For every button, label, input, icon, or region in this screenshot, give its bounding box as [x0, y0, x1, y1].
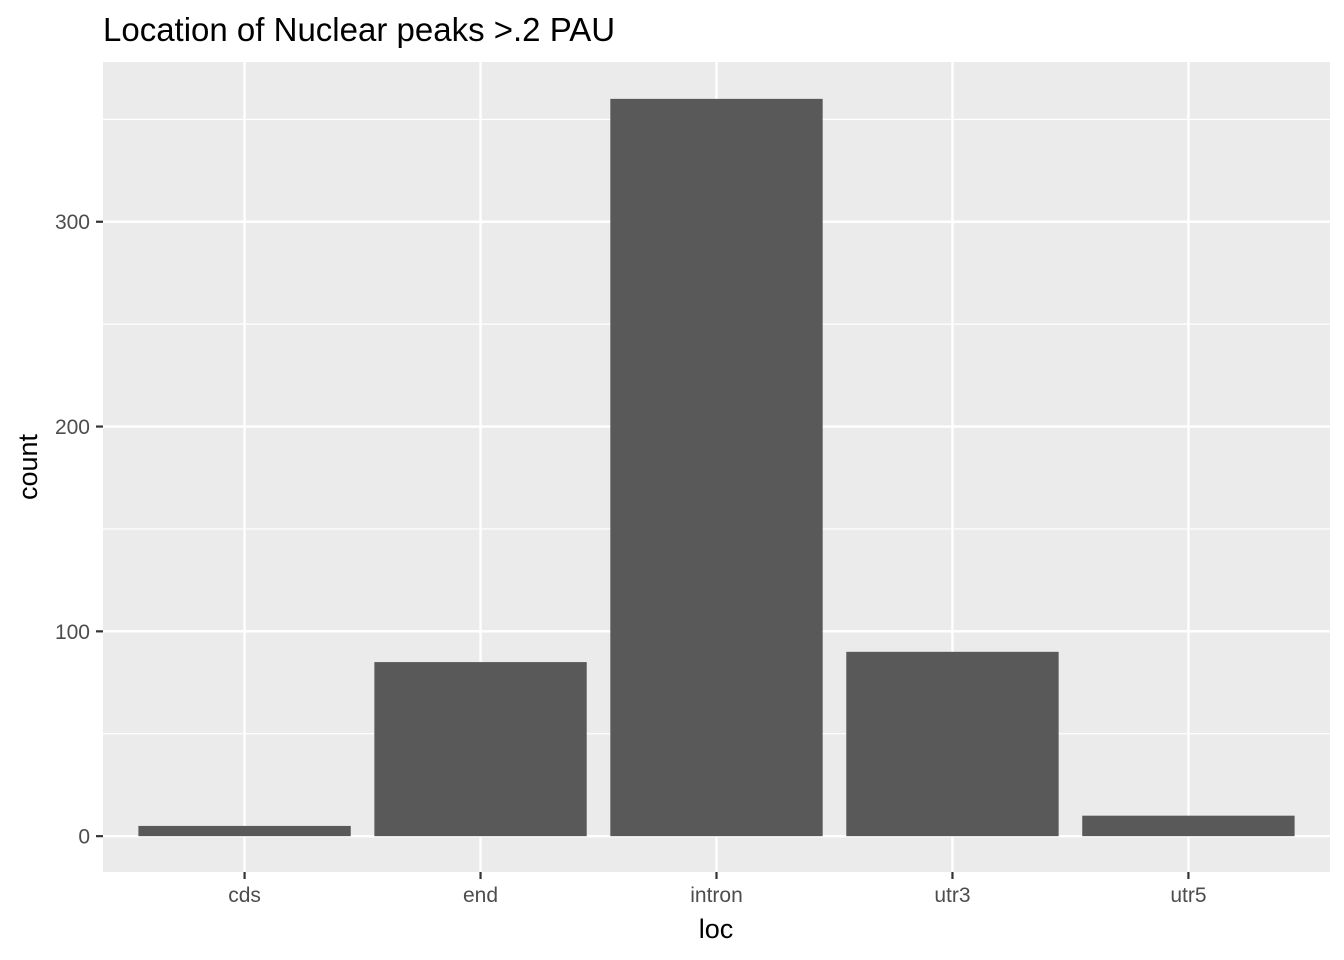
- y-axis-title: count: [13, 433, 43, 500]
- chart-title: Location of Nuclear peaks >.2 PAU: [103, 11, 615, 48]
- x-tick-label-cds: cds: [228, 884, 261, 907]
- y-tick-label: 300: [55, 211, 90, 234]
- x-tick-label-utr5: utr5: [1170, 884, 1206, 907]
- y-axis: 0 100 200 300: [55, 211, 103, 849]
- bars: [138, 98, 1295, 837]
- bar-end: [374, 662, 587, 837]
- y-tick-label: 200: [55, 416, 90, 439]
- x-axis-title: loc: [699, 914, 734, 944]
- bar-utr3: [846, 651, 1059, 837]
- bar-intron: [610, 98, 823, 837]
- x-tick-label-end: end: [463, 884, 498, 907]
- y-tick-label: 0: [78, 826, 90, 849]
- x-tick-label-intron: intron: [690, 884, 743, 907]
- bar-utr5: [1082, 815, 1295, 837]
- bar-cds: [138, 825, 351, 837]
- x-tick-label-utr3: utr3: [934, 884, 970, 907]
- x-axis: cds end intron utr3 utr5: [228, 872, 1207, 907]
- y-tick-label: 100: [55, 621, 90, 644]
